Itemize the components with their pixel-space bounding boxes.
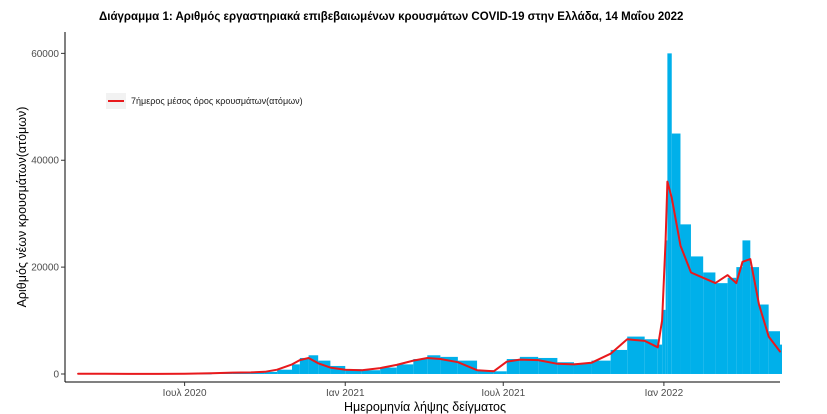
- x-axis-title: Ημερομηνία λήψης δείγματος: [344, 400, 506, 414]
- bar: [250, 372, 265, 374]
- bar: [727, 277, 737, 374]
- bar: [345, 369, 362, 374]
- bar: [573, 363, 592, 374]
- bar: [644, 339, 658, 374]
- bar: [413, 359, 428, 374]
- bar: [671, 133, 681, 374]
- bar: [330, 365, 346, 374]
- bar: [277, 369, 292, 374]
- bar: [291, 364, 300, 374]
- y-axis-ticks: 0 20000 40000 60000: [31, 49, 65, 380]
- moving-average-line: [77, 180, 781, 375]
- y-tick-label: 0: [53, 369, 59, 380]
- bar: [662, 309, 666, 374]
- bar: [736, 267, 743, 374]
- bar: [759, 304, 769, 374]
- bar: [665, 240, 668, 374]
- bar: [610, 349, 628, 374]
- x-tick-label: Ιαν 2022: [645, 388, 684, 399]
- bar: [264, 371, 278, 374]
- bar: [477, 370, 494, 374]
- bar: [715, 283, 728, 374]
- bar: [506, 359, 520, 374]
- x-tick-label: Ιουλ 2021: [481, 388, 525, 399]
- bar: [667, 53, 672, 374]
- bar: [308, 355, 319, 374]
- chart-title: Διάγραμμα 1: Αριθμός εργαστηριακά επιβεβ…: [99, 11, 683, 23]
- bar: [627, 336, 645, 374]
- bar: [493, 371, 507, 374]
- legend-label: 7ήμερος μέσος όρος κρουσμάτων(ατόμων): [131, 96, 303, 106]
- bar: [591, 360, 611, 374]
- y-tick-label: 60000: [31, 49, 59, 60]
- bar: [380, 367, 397, 374]
- bar: [742, 240, 751, 374]
- y-tick-label: 40000: [31, 156, 59, 167]
- bar: [768, 331, 780, 374]
- y-tick-label: 20000: [31, 263, 59, 274]
- y-axis-title: Αριθμός νέων κρουσμάτων(ατόμων): [15, 107, 29, 308]
- bar: [427, 355, 441, 374]
- bar: [361, 370, 381, 374]
- x-tick-label: Ιαν 2021: [326, 388, 365, 399]
- bar: [750, 267, 760, 374]
- bar: [396, 364, 414, 374]
- x-tick-label: Ιουλ 2020: [163, 388, 207, 399]
- bar: [703, 272, 716, 374]
- bar: [680, 224, 691, 374]
- x-axis-ticks: Ιουλ 2020 Ιαν 2021 Ιουλ 2021 Ιαν 2022: [163, 382, 684, 399]
- bar: [690, 256, 704, 374]
- legend: 7ήμερος μέσος όρος κρουσμάτων(ατόμων): [106, 93, 303, 109]
- bar: [657, 344, 663, 374]
- bar: [557, 362, 574, 374]
- bar: [780, 344, 782, 374]
- bar-series: [78, 53, 782, 375]
- bar: [299, 357, 309, 374]
- bar: [519, 356, 539, 374]
